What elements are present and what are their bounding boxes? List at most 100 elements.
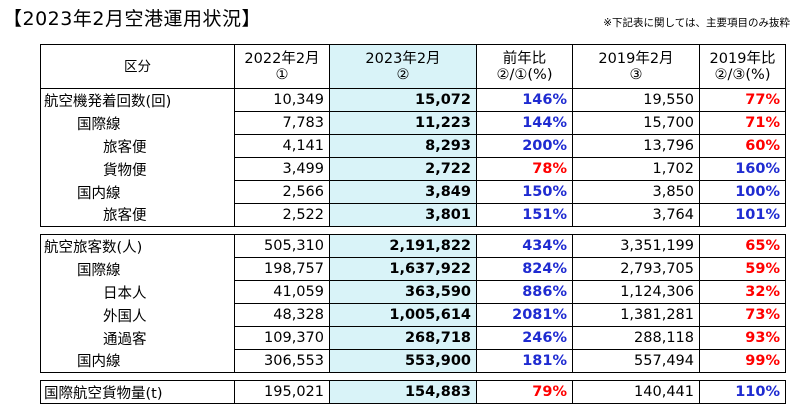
page-title: 【2023年2月空港運用状況】 xyxy=(3,8,261,30)
value-vs-2019-ratio: 160% xyxy=(699,157,786,181)
value-2022-feb: 195,021 xyxy=(234,380,330,404)
value-2022-feb: 198,757 xyxy=(234,257,330,281)
value-2019-feb: 3,351,199 xyxy=(572,234,700,258)
value-yoy-ratio: 824% xyxy=(476,257,573,281)
value-2022-feb: 41,059 xyxy=(234,280,330,304)
value-2019-feb: 19,550 xyxy=(572,88,700,112)
row-label: 貨物便 xyxy=(40,157,235,181)
row-label: 航空旅客数(人) xyxy=(40,234,235,258)
row-label: 通過客 xyxy=(40,326,235,350)
row-label: 旅客便 xyxy=(40,203,235,227)
value-vs-2019-ratio: 101% xyxy=(699,203,786,227)
value-2019-feb: 557,494 xyxy=(572,349,700,373)
row-label: 国際線 xyxy=(40,257,235,281)
value-2023-feb: 154,883 xyxy=(329,380,477,404)
value-2023-feb: 3,849 xyxy=(329,180,477,204)
value-vs-2019-ratio: 65% xyxy=(699,234,786,258)
value-2019-feb: 13,796 xyxy=(572,134,700,158)
value-2019-feb: 288,118 xyxy=(572,326,700,350)
value-yoy-ratio: 79% xyxy=(476,380,573,404)
row-label: 国際航空貨物量(t) xyxy=(40,380,235,404)
table-row: 国際航空貨物量(t) 195,021 154,883 79% 140,441 110% xyxy=(40,380,786,404)
table-row: 国際線 7,783 11,223 144% 15,700 71% xyxy=(40,111,786,135)
header-2019-feb: 2019年2月 ③ xyxy=(572,44,700,89)
group-spacer xyxy=(40,372,786,381)
value-yoy-ratio: 144% xyxy=(476,111,573,135)
value-vs-2019-ratio: 60% xyxy=(699,134,786,158)
value-2019-feb: 2,793,705 xyxy=(572,257,700,281)
value-vs-2019-ratio: 110% xyxy=(699,380,786,404)
row-label: 外国人 xyxy=(40,303,235,327)
value-vs-2019-ratio: 99% xyxy=(699,349,786,373)
excerpt-note: ※下記表に関しては、主要項目のみ抜粋 xyxy=(603,17,790,29)
value-2022-feb: 10,349 xyxy=(234,88,330,112)
table-header-row: 区分 2022年2月 ① 2023年2月 ② 前年比 ②/①(%) 2019年2月 ③ … xyxy=(40,44,786,89)
value-2022-feb: 2,522 xyxy=(234,203,330,227)
value-vs-2019-ratio: 77% xyxy=(699,88,786,112)
value-2023-feb: 268,718 xyxy=(329,326,477,350)
value-2023-feb: 1,005,614 xyxy=(329,303,477,327)
value-yoy-ratio: 246% xyxy=(476,326,573,350)
value-2022-feb: 4,141 xyxy=(234,134,330,158)
value-2019-feb: 1,702 xyxy=(572,157,700,181)
value-vs-2019-ratio: 73% xyxy=(699,303,786,327)
value-2023-feb: 2,722 xyxy=(329,157,477,181)
value-2023-feb: 363,590 xyxy=(329,280,477,304)
value-yoy-ratio: 434% xyxy=(476,234,573,258)
table-row: 航空機発着回数(回) 10,349 15,072 146% 19,550 77% xyxy=(40,88,786,112)
value-2019-feb: 3,850 xyxy=(572,180,700,204)
value-2022-feb: 7,783 xyxy=(234,111,330,135)
table-row: 航空旅客数(人) 505,310 2,191,822 434% 3,351,199 65% xyxy=(40,234,786,258)
value-2023-feb: 15,072 xyxy=(329,88,477,112)
value-yoy-ratio: 200% xyxy=(476,134,573,158)
value-2022-feb: 505,310 xyxy=(234,234,330,258)
table-row: 旅客便 4,141 8,293 200% 13,796 60% xyxy=(40,134,786,158)
table-row: 国内線 2,566 3,849 150% 3,850 100% xyxy=(40,180,786,204)
value-2023-feb: 3,801 xyxy=(329,203,477,227)
row-label: 国内線 xyxy=(40,180,235,204)
value-vs-2019-ratio: 93% xyxy=(699,326,786,350)
value-yoy-ratio: 2081% xyxy=(476,303,573,327)
value-2019-feb: 140,441 xyxy=(572,380,700,404)
table-row: 外国人 48,328 1,005,614 2081% 1,381,281 73% xyxy=(40,303,786,327)
value-2022-feb: 2,566 xyxy=(234,180,330,204)
value-2022-feb: 306,553 xyxy=(234,349,330,373)
table-row: 国内線 306,553 553,900 181% 557,494 99% xyxy=(40,349,786,373)
value-2019-feb: 1,381,281 xyxy=(572,303,700,327)
value-2022-feb: 48,328 xyxy=(234,303,330,327)
table-row: 通過客 109,370 268,718 246% 288,118 93% xyxy=(40,326,786,350)
value-yoy-ratio: 886% xyxy=(476,280,573,304)
value-vs-2019-ratio: 71% xyxy=(699,111,786,135)
value-2019-feb: 3,764 xyxy=(572,203,700,227)
value-yoy-ratio: 150% xyxy=(476,180,573,204)
group-spacer xyxy=(40,226,786,235)
row-label: 日本人 xyxy=(40,280,235,304)
airport-operations-table: 区分 2022年2月 ① 2023年2月 ② 前年比 ②/①(%) 2019年2月 ③ … xyxy=(40,44,786,404)
row-label: 旅客便 xyxy=(40,134,235,158)
value-2022-feb: 3,499 xyxy=(234,157,330,181)
value-yoy-ratio: 151% xyxy=(476,203,573,227)
value-yoy-ratio: 146% xyxy=(476,88,573,112)
header-yoy-ratio: 前年比 ②/①(%) xyxy=(476,44,573,89)
value-2023-feb: 2,191,822 xyxy=(329,234,477,258)
value-vs-2019-ratio: 100% xyxy=(699,180,786,204)
header-category: 区分 xyxy=(40,44,235,89)
header-2022-feb: 2022年2月 ① xyxy=(234,44,330,89)
header-vs-2019-ratio: 2019年比 ②/③(%) xyxy=(699,44,786,89)
value-yoy-ratio: 78% xyxy=(476,157,573,181)
value-2023-feb: 11,223 xyxy=(329,111,477,135)
value-yoy-ratio: 181% xyxy=(476,349,573,373)
value-2022-feb: 109,370 xyxy=(234,326,330,350)
header-2023-feb: 2023年2月 ② xyxy=(329,44,477,89)
value-2023-feb: 1,637,922 xyxy=(329,257,477,281)
value-vs-2019-ratio: 59% xyxy=(699,257,786,281)
table-row: 日本人 41,059 363,590 886% 1,124,306 32% xyxy=(40,280,786,304)
table-row: 国際線 198,757 1,637,922 824% 2,793,705 59% xyxy=(40,257,786,281)
table-row: 旅客便 2,522 3,801 151% 3,764 101% xyxy=(40,203,786,227)
value-2019-feb: 15,700 xyxy=(572,111,700,135)
value-vs-2019-ratio: 32% xyxy=(699,280,786,304)
value-2019-feb: 1,124,306 xyxy=(572,280,700,304)
value-2023-feb: 8,293 xyxy=(329,134,477,158)
row-label: 航空機発着回数(回) xyxy=(40,88,235,112)
table-row: 貨物便 3,499 2,722 78% 1,702 160% xyxy=(40,157,786,181)
